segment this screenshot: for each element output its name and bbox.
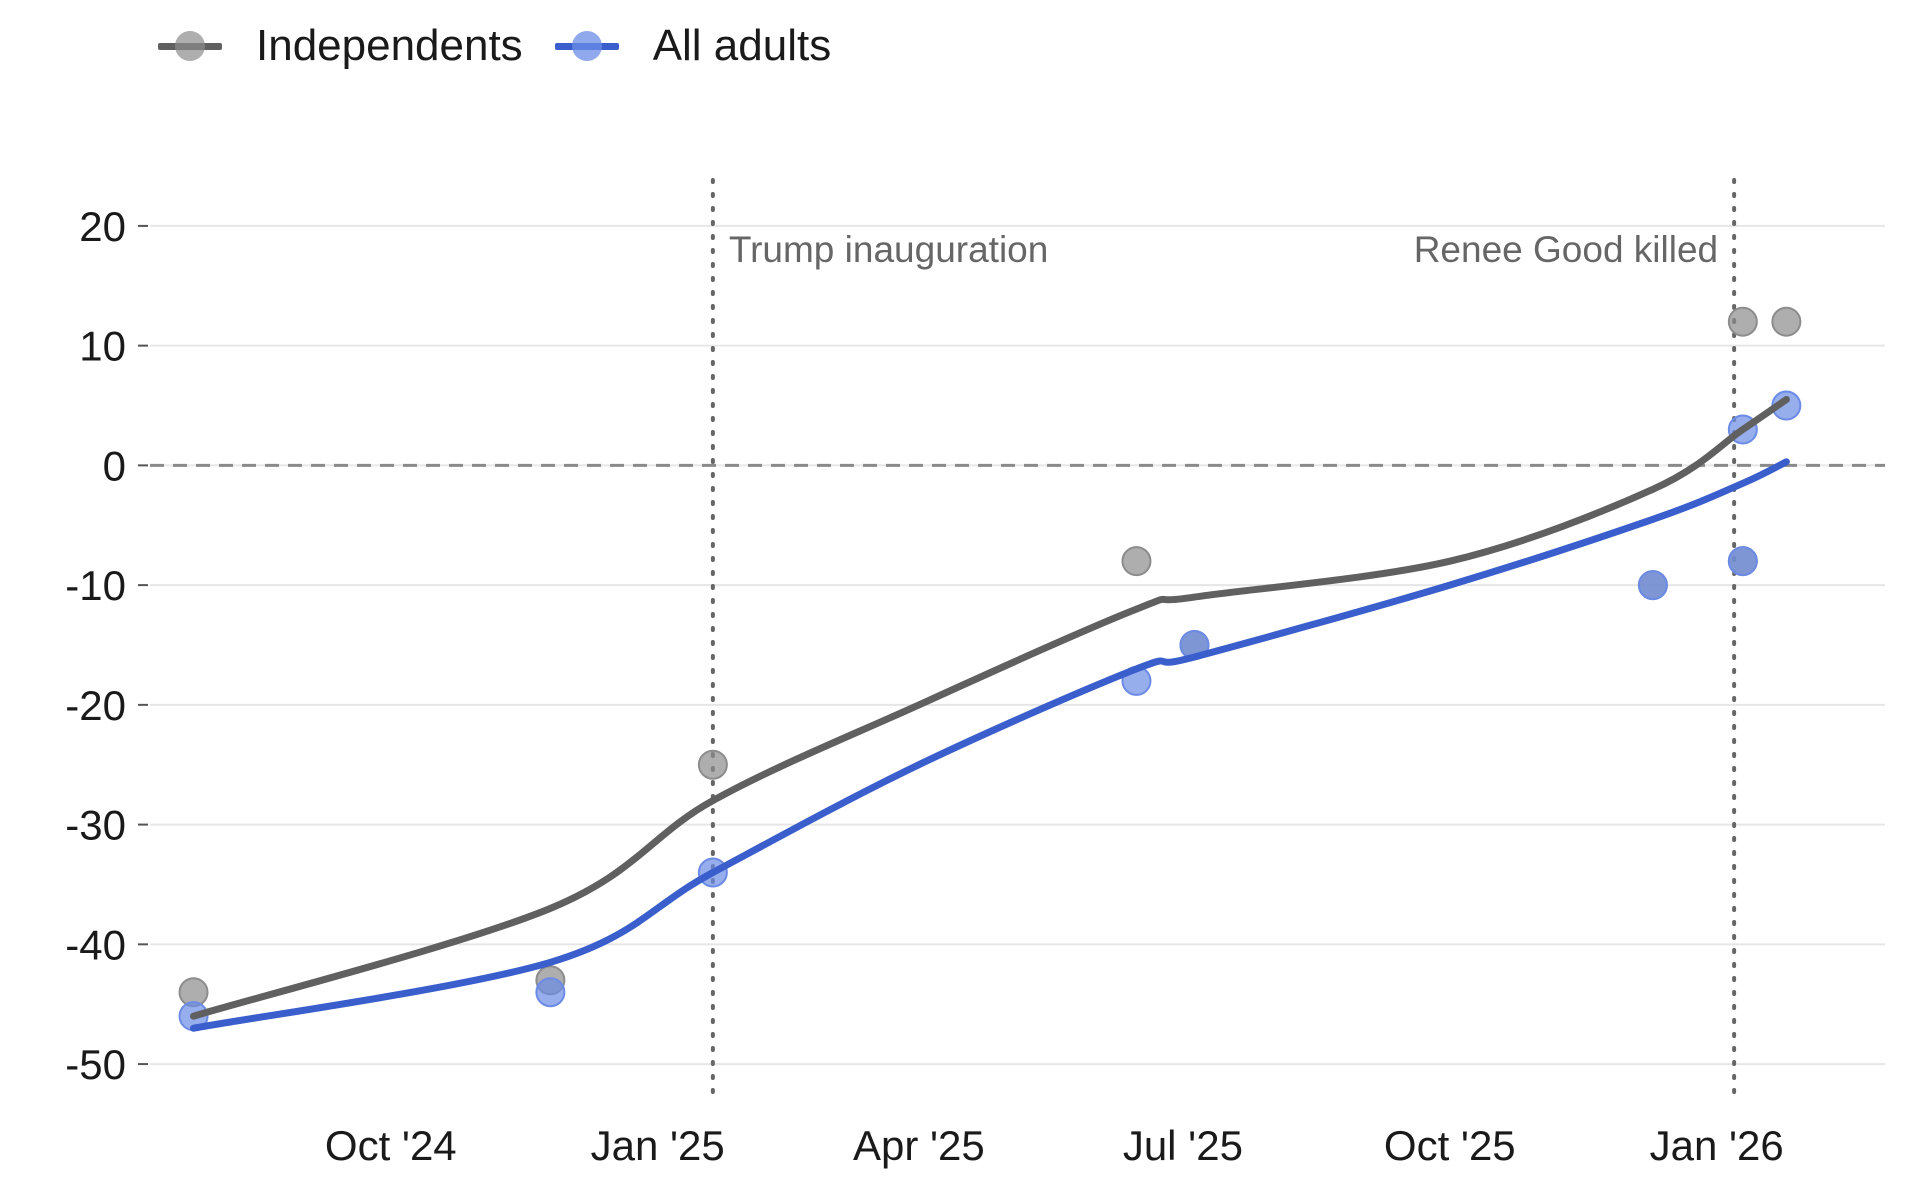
gridlines (150, 224, 1885, 1066)
data-point-independents (1121, 546, 1152, 577)
y-axis: 20 10 0 -10 -20 -30 -40 -50 (65, 203, 148, 1088)
legend-key-independents (158, 26, 222, 66)
reference-lines: Trump inauguration Renee Good killed (150, 178, 1885, 1102)
legend-label-independents: Independents (256, 21, 523, 70)
y-tick-label: 10 (79, 323, 126, 370)
annotation-label-renee-good-killed: Renee Good killed (1414, 229, 1718, 270)
data-points (178, 306, 1802, 1032)
x-tick-label: Jan '26 (1650, 1122, 1784, 1169)
y-tick-label: -50 (65, 1041, 126, 1088)
legend-item-independents[interactable]: Independents (158, 21, 523, 71)
data-point-all-adults (1637, 570, 1668, 601)
data-point-independents (1771, 306, 1802, 337)
x-tick-label: Jan '25 (591, 1122, 725, 1169)
y-tick-label: -20 (65, 682, 126, 729)
data-point-independents (697, 749, 728, 780)
y-tick-label: 20 (79, 203, 126, 250)
annotation-label-trump-inauguration: Trump inauguration (729, 229, 1048, 270)
trend-line-all-adults (190, 458, 1790, 1032)
trend-lines (190, 396, 1790, 1032)
legend-dot-all-adults (571, 31, 602, 61)
x-tick-label: Oct '24 (325, 1122, 457, 1169)
legend-dot-independents (175, 31, 205, 61)
y-tick-label: -10 (65, 562, 126, 609)
legend: Independents All adults (158, 18, 863, 74)
x-axis: Oct '24 Jan '25 Apr '25 Jul '25 Oct '25 Jan '… (325, 1122, 1784, 1169)
trend-line-independents (190, 396, 1790, 1020)
x-tick-label: Jul '25 (1123, 1122, 1243, 1169)
legend-key-all-adults (554, 26, 619, 66)
y-tick-label: -30 (65, 802, 126, 849)
x-tick-label: Oct '25 (1384, 1122, 1516, 1169)
data-point-independents (1727, 306, 1758, 337)
data-point-all-adults (1727, 546, 1758, 577)
y-tick-label: -40 (65, 921, 126, 968)
data-point-all-adults (535, 977, 566, 1008)
legend-item-all-adults[interactable]: All adults (554, 21, 832, 71)
y-tick-label: 0 (103, 442, 126, 489)
legend-label-all-adults: All adults (652, 21, 832, 70)
x-tick-label: Apr '25 (853, 1122, 985, 1169)
